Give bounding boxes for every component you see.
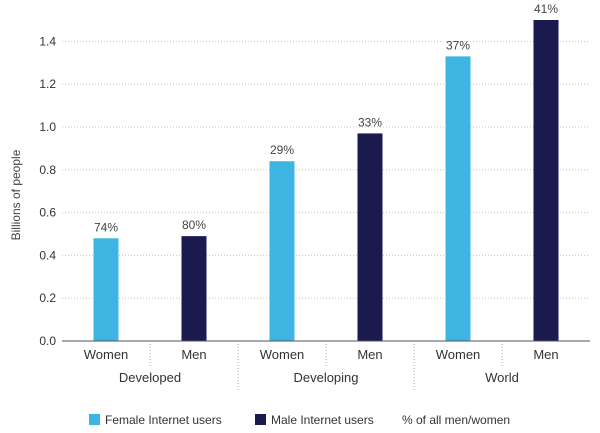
x-group-label: World xyxy=(485,370,519,385)
y-axis-ticks: 0.0 0.2 0.4 0.6 0.8 1.0 1.2 1.4 xyxy=(39,34,56,348)
legend: Female Internet users Male Internet user… xyxy=(89,413,510,427)
x-category-label: Women xyxy=(84,347,129,362)
legend-swatch-female xyxy=(89,414,100,425)
data-label: 37% xyxy=(446,38,470,52)
bar-male xyxy=(533,20,559,341)
x-group-label: Developed xyxy=(119,370,181,385)
bar-male xyxy=(357,133,383,341)
legend-swatch-male xyxy=(255,414,266,425)
x-category-label: Men xyxy=(181,347,206,362)
bars: 74% 80% 29% 33% 37% 41% xyxy=(93,2,559,341)
y-tick-label: 0.4 xyxy=(39,248,56,262)
bar-male xyxy=(181,236,207,341)
bar-female xyxy=(269,161,295,341)
legend-note: % of all men/women xyxy=(402,413,510,427)
x-category-label: Women xyxy=(260,347,305,362)
data-label: 80% xyxy=(182,218,206,232)
y-tick-label: 0.2 xyxy=(39,291,56,305)
gridlines xyxy=(62,40,590,299)
y-tick-label: 0.6 xyxy=(39,206,56,220)
y-tick-label: 1.2 xyxy=(39,77,56,91)
y-tick-label: 0.0 xyxy=(39,334,56,348)
y-tick-label: 1.4 xyxy=(39,34,56,48)
data-label: 33% xyxy=(358,115,382,129)
legend-label-female: Female Internet users xyxy=(105,413,222,427)
x-group-label: Developing xyxy=(293,370,358,385)
data-label: 74% xyxy=(94,220,118,234)
x-category-label: Women xyxy=(436,347,481,362)
bar-female xyxy=(445,56,471,341)
legend-label-male: Male Internet users xyxy=(271,413,374,427)
x-category-label: Men xyxy=(357,347,382,362)
y-axis-title: Billions of people xyxy=(9,149,23,240)
x-category-label: Men xyxy=(533,347,558,362)
data-label: 29% xyxy=(270,143,294,157)
data-label: 41% xyxy=(534,2,558,16)
y-tick-label: 1.0 xyxy=(39,120,56,134)
bar-female xyxy=(93,238,119,341)
y-tick-label: 0.8 xyxy=(39,163,56,177)
